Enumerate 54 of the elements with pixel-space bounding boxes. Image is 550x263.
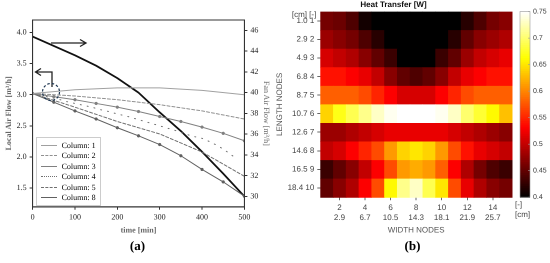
y2-tick-label: 32 [250,170,258,180]
legend-label: Column: 1 [62,140,96,150]
y-tick-label: 2.5 [16,120,27,130]
x-tick-label: 400 [196,212,208,222]
y-tick-label: 3.5 [16,58,27,68]
y-tick-label: 2.0 [16,152,27,162]
y2-tick-label: 34 [250,150,258,160]
y-tick-label: 16.5 9 [292,164,315,174]
y-tick-label: 18.4 10 [288,183,315,192]
x-tick-label: 10 18.1 [434,203,450,222]
chart-title: Heat Transfer [W] [360,0,427,10]
x-tick-label: 4 6.7 [359,203,372,222]
y2-axis-title: Fan Air Flow [m³/h] [262,80,272,146]
x-axis-title: WIDTH NODES [388,225,445,234]
y2-tick-label: 38 [250,108,258,118]
y2-tick-label: 44 [250,46,258,56]
text: [-] [515,200,522,210]
y-tick-label: 14.6 8 [292,146,315,156]
y-tick-label: 8.7 5 [296,90,315,100]
y-tick-label: 2.9 2 [296,34,315,44]
x-tick-label: 14 25.7 [485,203,502,222]
legend-label: Column: 3 [62,162,96,171]
y-tick-label: 1.5 [16,183,27,192]
y-tick-label: 4.0 [16,28,27,37]
legend-label: Column: 5 [62,182,96,192]
y-axis-title: LENGTH NODES [275,72,284,136]
x-tick-label: 6 10.5 [382,203,399,222]
text: [cm] [-] [292,10,316,19]
y-axis-title: Local Air Flow [m³/h] [4,76,13,150]
y-tick-label: 3.0 [16,90,27,99]
y2-tick-label: 42 [250,66,258,76]
x-tick-label: 2 2.9 [334,203,346,222]
y-tick-label: 10.7 6 [292,108,315,118]
x-tick-label: 200 [111,212,124,222]
x-tick-label: 12 21.9 [459,203,476,222]
y2-tick-label: 46 [250,25,258,34]
y2-tick-label: 30 [250,192,258,201]
x-tick-label: 0 [30,212,35,222]
x-tick-label: 100 [68,212,81,222]
legend-label: Column: 2 [62,151,96,160]
legend-label: Column: 4 [62,172,96,182]
text: [cm] [515,210,530,220]
y2-tick-label: 36 [250,129,258,138]
x-tick-label: 300 [154,212,166,222]
text: (b) [404,238,422,254]
x-axis-title: time [min] [120,225,157,234]
x-tick-label: 500 [238,212,250,222]
y2-tick-label: 40 [250,88,258,97]
y-tick-label: 6.8 4 [296,72,315,81]
text: (a) [128,238,146,254]
x-tick-label: 8 14.3 [408,203,424,222]
y-tick-label: 4.9 3 [296,53,315,62]
y-tick-label: 12.6 7 [292,127,315,136]
legend-label: Column: 8 [62,193,96,202]
